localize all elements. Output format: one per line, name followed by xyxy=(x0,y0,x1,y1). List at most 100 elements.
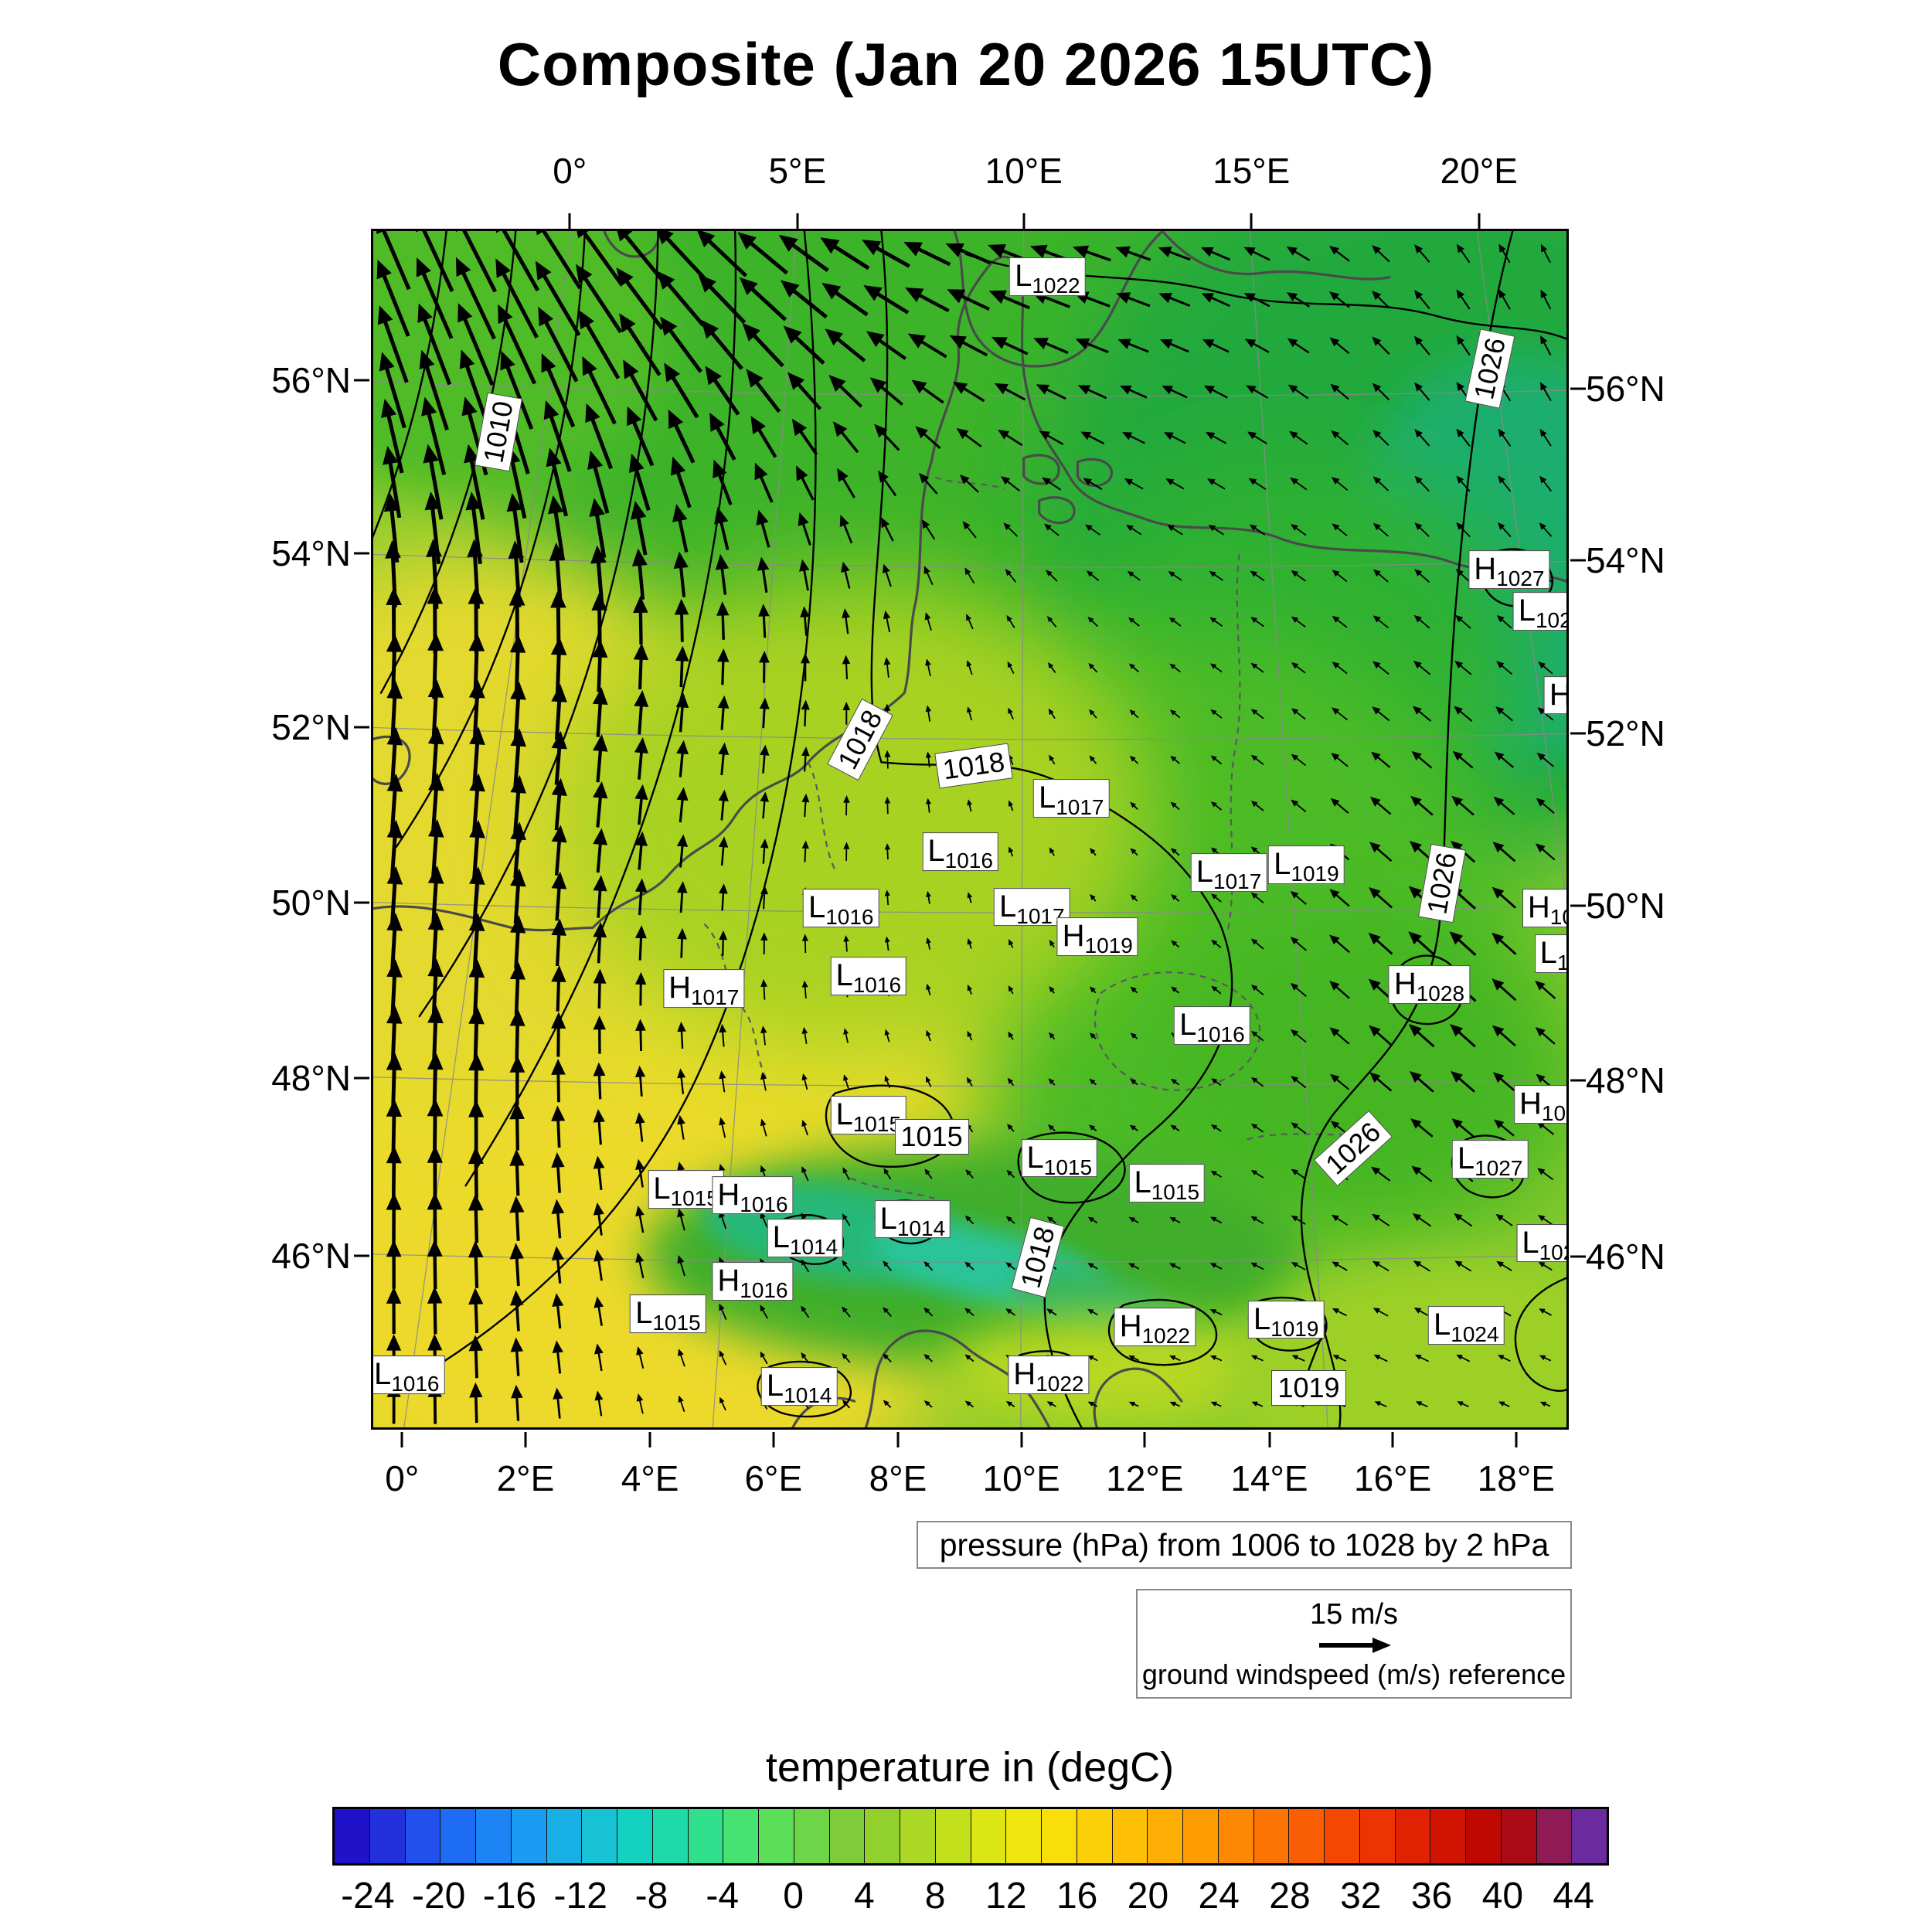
pressure-label: L1015 xyxy=(1021,1138,1098,1178)
wind-arrow xyxy=(1089,1032,1097,1039)
pressure-label: H1028 xyxy=(1388,965,1471,1005)
wind-arrow xyxy=(552,1340,563,1374)
wind-arrow xyxy=(923,1354,934,1362)
axis-bottom: 0° 2°E 4°E 6°E 8°E 10°E 12°E 14°E 16°E 18°E xyxy=(371,1458,1569,1505)
graticule xyxy=(373,231,1566,1427)
wind-arrow xyxy=(421,396,447,475)
wind-arrow xyxy=(468,1193,484,1243)
wind-arrow xyxy=(634,878,648,916)
wind-arrow xyxy=(635,1019,646,1052)
wind-arrow xyxy=(905,287,950,313)
wind-arrow xyxy=(1209,570,1223,581)
wind-arrow xyxy=(1044,523,1060,536)
wind-arrow xyxy=(1129,1124,1138,1131)
wind-arrow xyxy=(1414,382,1430,401)
colorbar-segment xyxy=(1217,1809,1253,1863)
wind-arrow xyxy=(1115,246,1151,261)
colorbar-tick-label: 32 xyxy=(1340,1876,1382,1917)
wind-arrow xyxy=(746,369,781,413)
colorbar-segment xyxy=(1288,1809,1324,1863)
wind-arrow xyxy=(1165,478,1185,490)
wind-arrow xyxy=(551,871,567,921)
pressure-label: 1019 xyxy=(1271,1369,1346,1406)
wind-arrow xyxy=(1130,801,1138,810)
wind-arrow xyxy=(1048,662,1056,674)
wind-arrow xyxy=(757,556,770,594)
wind-arrow xyxy=(1250,1262,1264,1270)
wind-arrow xyxy=(714,506,730,550)
axis-right-tickmarks-mark xyxy=(1570,559,1586,562)
wind-arrow xyxy=(843,935,849,952)
wind-arrow xyxy=(1408,931,1436,956)
wind-arrow xyxy=(1250,1355,1264,1362)
wind-arrow xyxy=(1250,754,1264,766)
wind-arrow xyxy=(760,791,770,819)
wind-arrow xyxy=(719,883,728,911)
wind-arrow xyxy=(657,270,706,328)
wind-arrow xyxy=(801,1026,808,1044)
wind-arrow xyxy=(377,305,409,383)
wind-arrow xyxy=(949,335,988,357)
wind-arrow xyxy=(842,1260,851,1272)
wind-arrow xyxy=(842,1167,850,1181)
wind-arrow xyxy=(1456,335,1471,356)
wind-arrow xyxy=(1208,525,1225,536)
pressure-label: H1016 xyxy=(712,1175,794,1215)
axis-bottom-label: 6°E xyxy=(744,1458,803,1498)
axis-right-label: 48°N xyxy=(1586,1060,1665,1100)
wind-arrow xyxy=(1454,660,1472,675)
axis-right-tickmarks-mark xyxy=(1570,732,1586,735)
axis-right-tickmarks xyxy=(1570,229,1586,1430)
wind-arrow xyxy=(966,1077,973,1087)
wind-arrow xyxy=(1169,663,1181,673)
wind-arrow xyxy=(1328,246,1350,262)
wind-arrow xyxy=(1372,1260,1389,1272)
wind-arrow xyxy=(636,1393,644,1414)
axis-right-label: 56°N xyxy=(1586,368,1665,409)
wind-arrow xyxy=(705,366,740,416)
wind-arrow xyxy=(677,1021,686,1049)
wind-arrow xyxy=(593,968,607,1009)
colorbar-tick-label: 16 xyxy=(1056,1876,1098,1917)
pressure-label: L1016 xyxy=(802,889,879,928)
wind-arrow xyxy=(1250,801,1264,811)
wind-arrow xyxy=(674,598,689,642)
wind-arrow xyxy=(925,705,932,722)
pressure-label: L1016 xyxy=(922,832,998,872)
axis-top-label: 15°E xyxy=(1213,151,1291,191)
wind-arrow xyxy=(1412,706,1432,722)
wind-arrow xyxy=(634,971,647,1006)
wind-arrow xyxy=(918,472,938,495)
wind-arrow xyxy=(754,462,774,503)
pressure-label: H1016 xyxy=(712,1262,794,1301)
wind-arrow xyxy=(1202,339,1230,353)
wind-arrow xyxy=(587,450,610,514)
wind-arrow xyxy=(1291,1076,1307,1089)
wind-arrow xyxy=(787,372,822,410)
wind-arrow xyxy=(1540,335,1552,355)
wind-arrow xyxy=(1201,293,1230,308)
wind-arrow xyxy=(883,1168,892,1180)
wind-arrow xyxy=(881,517,894,542)
wind-arrow xyxy=(592,640,608,692)
wind-arrow xyxy=(1210,1124,1222,1132)
wind-arrow xyxy=(1251,1077,1264,1087)
wind-arrow xyxy=(635,1252,645,1278)
wind-arrow xyxy=(1085,524,1101,536)
wind-arrow xyxy=(675,645,689,688)
wind-arrow xyxy=(616,267,664,331)
wind-arrow xyxy=(717,648,730,685)
wind-arrow xyxy=(883,1400,892,1408)
wind-arrow xyxy=(1456,522,1471,538)
pressure-label: L1017 xyxy=(1032,778,1110,818)
wind-arrow xyxy=(1128,1216,1139,1224)
wind-arrow xyxy=(380,398,404,474)
wind-arrow xyxy=(832,421,859,454)
wind-arrow xyxy=(427,1051,444,1108)
wind-arrow xyxy=(758,604,770,638)
wind-arrow xyxy=(1492,978,1517,1002)
wind-arrow xyxy=(1331,430,1349,446)
wind-arrow xyxy=(1201,247,1231,261)
colorbar-segment xyxy=(1536,1809,1572,1863)
wind-arrow xyxy=(541,353,576,428)
